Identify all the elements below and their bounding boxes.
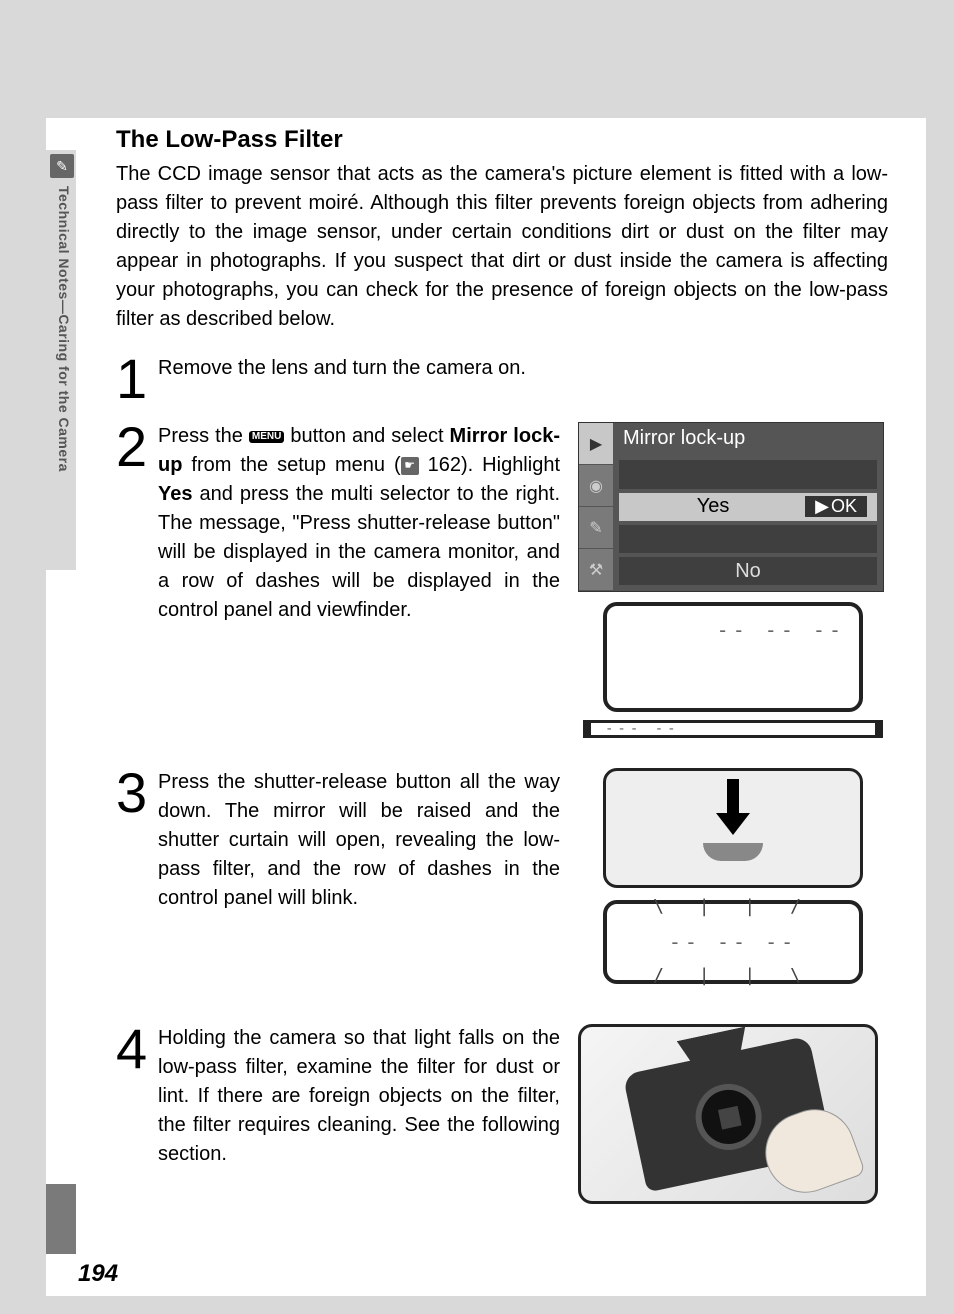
bold-term: Yes — [158, 483, 192, 505]
step-3: 3 Press the shutter-release button all t… — [116, 768, 888, 984]
step-list: 1 Remove the lens and turn the camera on… — [116, 354, 888, 1204]
blink-ticks-bottom: / | | \ — [653, 965, 813, 986]
lcd-option-no: No — [629, 560, 867, 583]
step-number: 1 — [116, 354, 152, 404]
page: The Low-Pass Filter The CCD image sensor… — [46, 0, 926, 1296]
lcd-tab-shoot-icon: ◉ — [579, 465, 613, 507]
lcd-row-no: No — [619, 557, 877, 585]
step-number: 3 — [116, 768, 152, 818]
lcd-row-blank — [619, 460, 877, 488]
content-area: The Low-Pass Filter The CCD image sensor… — [116, 126, 888, 1204]
step-2-text: Press the MENU button and select Mirror … — [158, 422, 560, 738]
page-ref-icon: ☛ — [401, 457, 419, 475]
lcd-option-yes: Yes — [629, 495, 797, 518]
side-section-icon: ✎ — [50, 154, 74, 178]
panel-dashes: -- -- -- — [717, 618, 845, 642]
lcd-ok-indicator: ▶OK — [805, 496, 867, 517]
viewfinder-bar: --- -- — [583, 720, 883, 738]
header-gray-band — [46, 0, 926, 118]
step-3-text: Press the shutter-release button all the… — [158, 768, 560, 984]
lcd-tab-pencil-icon: ✎ — [579, 507, 613, 549]
shutter-press-figure — [603, 768, 863, 888]
control-panel-figure: -- -- -- — [603, 602, 863, 712]
camera-sensor-graphic — [718, 1106, 742, 1130]
lcd-row-yes: Yes ▶OK — [619, 493, 877, 521]
text-fragment: from the setup menu ( — [182, 454, 400, 476]
text-fragment: and press the multi selector to the righ… — [158, 483, 560, 621]
camera-prism-graphic — [677, 1027, 753, 1075]
step-1: 1 Remove the lens and turn the camera on… — [116, 354, 888, 404]
step-4-text: Holding the camera so that light falls o… — [158, 1024, 560, 1204]
section-heading: The Low-Pass Filter — [116, 126, 888, 154]
side-thumb-mark — [46, 1184, 76, 1254]
step-2-figures: ▶ ◉ ✎ ⚒ Mirror lock-up Yes — [578, 422, 888, 738]
step-3-figures: \ | | / -- -- -- / | | \ — [578, 768, 888, 984]
camera-lcd-menu: ▶ ◉ ✎ ⚒ Mirror lock-up Yes — [578, 422, 884, 592]
step-4-figures — [578, 1024, 888, 1204]
page-number: 194 — [78, 1260, 118, 1288]
text-fragment: button and select — [284, 425, 449, 447]
blink-ticks-top: \ | | / — [653, 896, 813, 917]
lcd-tab-playback-icon: ▶ — [579, 423, 613, 465]
text-fragment: Press the — [158, 425, 249, 447]
camera-mount-graphic — [689, 1078, 767, 1156]
step-4: 4 Holding the camera so that light falls… — [116, 1024, 888, 1204]
text-fragment: 162). Highlight — [419, 454, 560, 476]
panel-blink-dashes: -- -- -- — [669, 930, 797, 954]
step-2: 2 Press the MENU button and select Mirro… — [116, 422, 888, 738]
side-section-label: Technical Notes—Caring for the Camera — [52, 186, 72, 566]
viewfinder-dashes: --- -- — [605, 721, 680, 737]
control-panel-blink-figure: \ | | / -- -- -- / | | \ — [603, 900, 863, 984]
lcd-title: Mirror lock-up — [613, 423, 883, 454]
lcd-tab-setup-icon: ⚒ — [579, 549, 613, 591]
shutter-button-graphic — [703, 843, 763, 861]
step-number: 2 — [116, 422, 152, 472]
lcd-main: Mirror lock-up Yes ▶OK No — [613, 423, 883, 591]
lcd-ok-label: OK — [831, 496, 857, 517]
intro-paragraph: The CCD image sensor that acts as the ca… — [116, 160, 888, 334]
arrow-down-icon — [716, 779, 750, 835]
lcd-side-icons: ▶ ◉ ✎ ⚒ — [579, 423, 613, 591]
menu-button-icon: MENU — [249, 431, 284, 443]
step-1-text: Remove the lens and turn the camera on. — [158, 354, 888, 383]
lcd-row-blank — [619, 525, 877, 553]
step-number: 4 — [116, 1024, 152, 1074]
camera-inspect-figure — [578, 1024, 878, 1204]
